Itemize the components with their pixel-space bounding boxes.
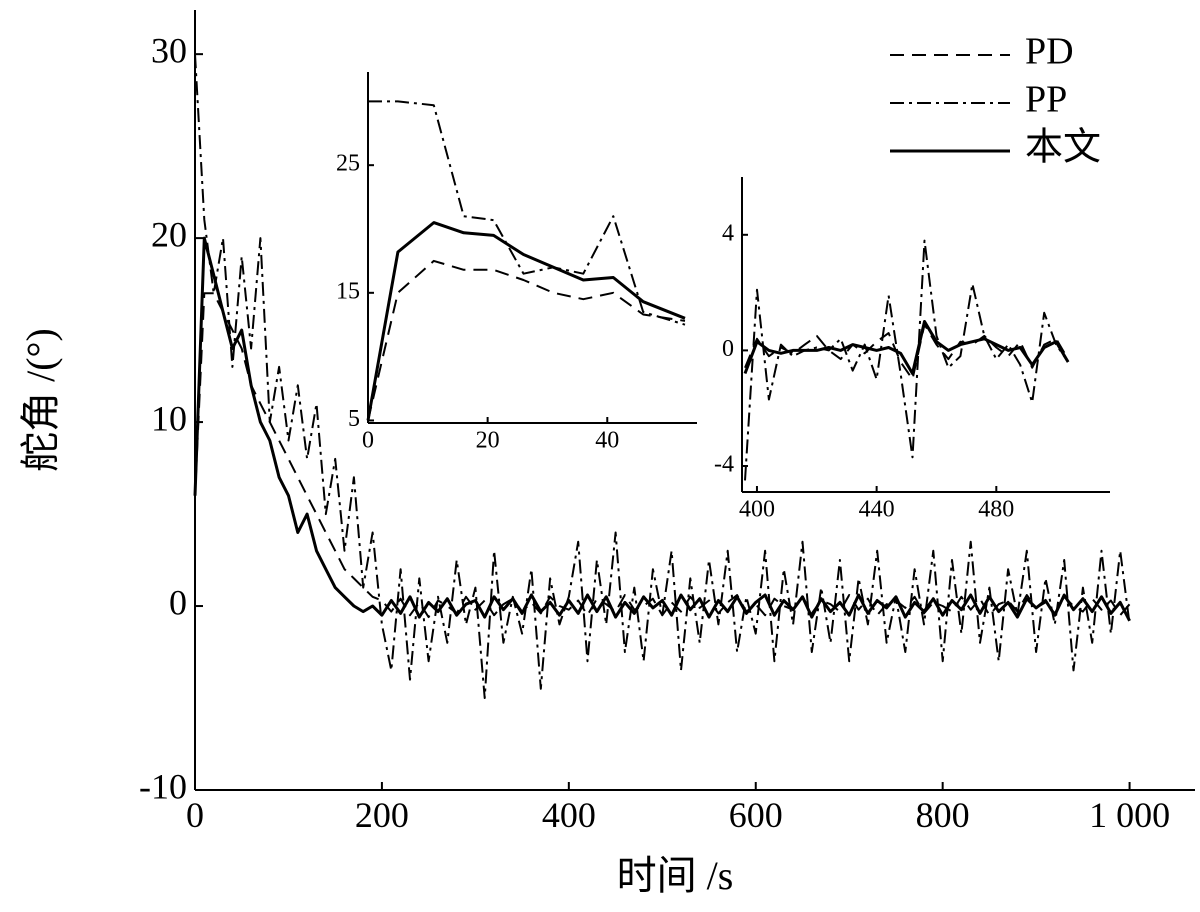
inset-background [742, 177, 1110, 492]
data-line [744, 239, 1069, 481]
x-tick-label: 400 [739, 497, 775, 523]
legend-label: PD [1025, 31, 1074, 73]
data-line [743, 320, 1070, 375]
y-tick-label: 25 [336, 151, 360, 177]
x-tick-label: 800 [916, 795, 970, 835]
x-tick-label: 480 [978, 497, 1014, 523]
y-tick-label: -4 [714, 451, 734, 477]
data-line [194, 54, 1131, 699]
x-tick-label: 200 [355, 795, 409, 835]
x-tick-label: 400 [542, 795, 596, 835]
data-line [366, 221, 686, 421]
data-line [193, 236, 1131, 622]
y-tick-label: 0 [722, 336, 734, 362]
y-tick-label: 4 [722, 220, 734, 246]
y-tick-label: 30 [151, 30, 187, 70]
legend-label: PP [1025, 79, 1067, 121]
y-tick-label: 10 [151, 398, 187, 438]
y-axis-label: 舵角 /(°) [18, 328, 63, 472]
y-tick-label: 5 [348, 406, 360, 432]
legend-label: 本文 [1025, 127, 1101, 169]
data-line [367, 259, 686, 421]
y-tick-label: -10 [139, 766, 187, 806]
y-tick-label: 20 [151, 214, 187, 254]
x-tick-label: 0 [362, 428, 374, 454]
x-axis-label: 时间 /s [617, 853, 734, 898]
x-tick-label: 600 [729, 795, 783, 835]
x-tick-label: 1 000 [1089, 795, 1170, 835]
y-tick-label: 0 [169, 582, 187, 622]
inset-background [368, 72, 697, 423]
y-tick-label: 15 [336, 278, 360, 304]
x-tick-label: 40 [595, 428, 619, 454]
data-line [368, 100, 686, 326]
x-tick-label: 0 [186, 795, 204, 835]
x-tick-label: 440 [859, 497, 895, 523]
x-tick-label: 20 [476, 428, 500, 454]
